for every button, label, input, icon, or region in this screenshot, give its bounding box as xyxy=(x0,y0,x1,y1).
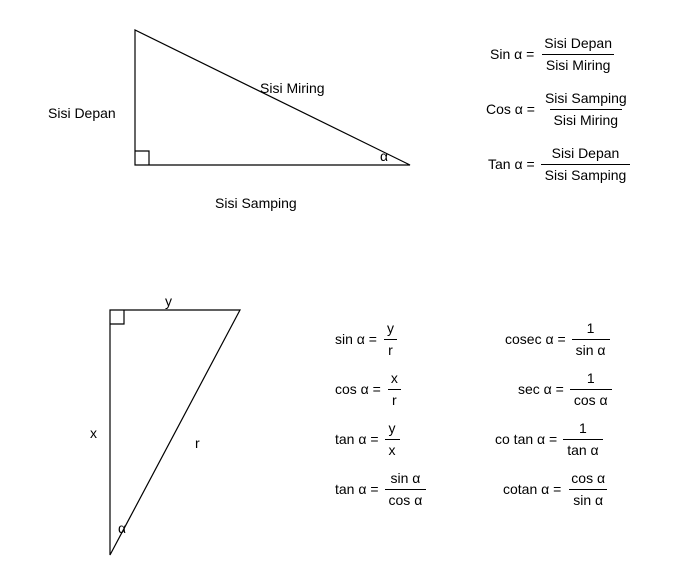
formula-sin-xyr: sin α = y r xyxy=(335,320,398,359)
t1-adjacent-label: Sisi Samping xyxy=(215,195,297,211)
formula-lhs: tan α = xyxy=(335,481,385,497)
formula-lhs: Cos α = xyxy=(486,101,541,117)
formula-lhs: tan α = xyxy=(335,431,385,447)
formula-sec: sec α = 1 cos α xyxy=(518,370,612,409)
fraction: x r xyxy=(387,370,402,409)
t2-hyp-label: r xyxy=(195,435,200,451)
formula-lhs: cotan α = xyxy=(503,481,567,497)
fraction: 1 cos α xyxy=(570,370,612,409)
t2-top-label: y xyxy=(165,293,172,309)
trig-diagram-page: Sisi Miring Sisi Depan Sisi Samping α Si… xyxy=(0,0,700,576)
fraction-num: Sisi Depan xyxy=(540,35,616,54)
fraction-den: r xyxy=(388,389,401,409)
fraction: 1 tan α xyxy=(563,420,602,459)
formula-sin: Sin α = Sisi Depan Sisi Miring xyxy=(490,35,616,74)
t1-opposite-label: Sisi Depan xyxy=(48,105,116,121)
t2-angle-label: α xyxy=(118,520,126,536)
fraction-num: cos α xyxy=(567,470,609,489)
fraction-num: Sisi Samping xyxy=(541,90,631,109)
t1-angle-label: α xyxy=(380,148,388,164)
formula-cosec: cosec α = 1 sin α xyxy=(505,320,610,359)
fraction: Sisi Depan Sisi Miring xyxy=(540,35,616,74)
formula-tan-sincos: tan α = sin α cos α xyxy=(335,470,426,509)
fraction-num: 1 xyxy=(583,370,599,389)
formula-lhs: co tan α = xyxy=(495,431,563,447)
formula-cotan-cossin: cotan α = cos α sin α xyxy=(503,470,609,509)
fraction-num: y xyxy=(385,420,400,439)
fraction: Sisi Samping Sisi Miring xyxy=(541,90,631,129)
formula-cos: Cos α = Sisi Samping Sisi Miring xyxy=(486,90,631,129)
formula-tan: Tan α = Sisi Depan Sisi Samping xyxy=(488,145,630,184)
fraction: sin α cos α xyxy=(385,470,427,509)
fraction-den: Sisi Miring xyxy=(550,109,623,129)
fraction-den: Sisi Miring xyxy=(542,54,615,74)
formula-cos-xyr: cos α = x r xyxy=(335,370,402,409)
fraction-num: Sisi Depan xyxy=(548,145,624,164)
fraction-den: cos α xyxy=(570,389,612,409)
fraction: Sisi Depan Sisi Samping xyxy=(541,145,631,184)
formula-lhs: cosec α = xyxy=(505,331,572,347)
formula-tan-xyr: tan α = y x xyxy=(335,420,400,459)
fraction-num: 1 xyxy=(583,320,599,339)
fraction: y r xyxy=(383,320,398,359)
fraction-den: r xyxy=(384,339,397,359)
fraction-den: cos α xyxy=(385,489,427,509)
fraction-den: tan α xyxy=(563,439,602,459)
t2-left-label: x xyxy=(90,425,97,441)
t1-hypotenuse-label: Sisi Miring xyxy=(260,80,325,96)
formula-cotan: co tan α = 1 tan α xyxy=(495,420,603,459)
formula-lhs: Tan α = xyxy=(488,156,541,172)
formula-lhs: sin α = xyxy=(335,331,383,347)
fraction-num: x xyxy=(387,370,402,389)
fraction-den: x xyxy=(385,439,400,459)
fraction-den: Sisi Samping xyxy=(541,164,631,184)
fraction: y x xyxy=(385,420,400,459)
formula-lhs: Sin α = xyxy=(490,46,540,62)
formula-lhs: sec α = xyxy=(518,381,570,397)
fraction-den: sin α xyxy=(569,489,607,509)
fraction: 1 sin α xyxy=(572,320,610,359)
fraction-den: sin α xyxy=(572,339,610,359)
fraction-num: 1 xyxy=(575,420,591,439)
fraction: cos α sin α xyxy=(567,470,609,509)
fraction-num: y xyxy=(383,320,398,339)
formula-lhs: cos α = xyxy=(335,381,387,397)
fraction-num: sin α xyxy=(386,470,424,489)
